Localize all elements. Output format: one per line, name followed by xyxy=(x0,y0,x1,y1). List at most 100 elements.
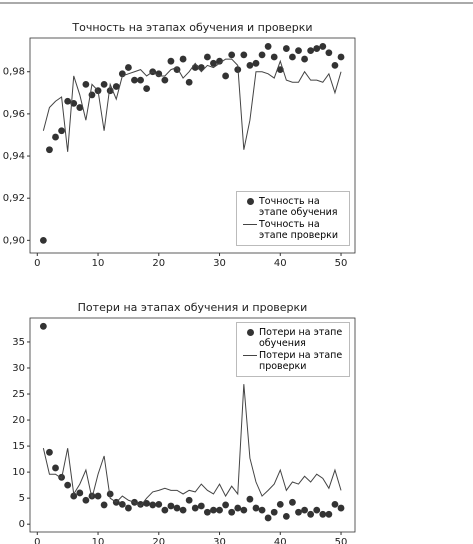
data-point xyxy=(252,504,260,512)
data-point xyxy=(106,490,114,498)
y-tick-label: 20 xyxy=(12,415,25,426)
legend-key xyxy=(241,350,259,361)
data-point xyxy=(185,496,193,504)
data-point xyxy=(100,80,108,88)
data-point xyxy=(307,510,315,518)
data-point xyxy=(276,501,284,508)
x-tick-label: 20 xyxy=(152,258,165,269)
legend-key xyxy=(241,219,259,230)
data-point xyxy=(289,498,296,506)
y-tick-label: 5 xyxy=(19,493,25,504)
plot-area xyxy=(29,317,356,533)
data-point xyxy=(319,43,327,50)
data-point xyxy=(125,64,132,71)
legend-swatch xyxy=(243,355,257,356)
data-point xyxy=(313,506,321,514)
y-tick-label: 10 xyxy=(12,467,25,478)
x-tick-label: 10 xyxy=(92,537,105,544)
data-point xyxy=(295,508,302,516)
data-point xyxy=(100,501,108,509)
data-point xyxy=(64,97,72,105)
data-point xyxy=(70,492,78,500)
legend: Потери на этапе обучения Потери на этапе … xyxy=(236,322,350,377)
data-point xyxy=(325,49,333,57)
data-point xyxy=(167,57,175,65)
legend-entry: Точность на этапе обучения xyxy=(241,196,345,218)
data-point xyxy=(191,504,199,512)
legend-label: Потери на этапе проверки xyxy=(259,350,343,372)
x-tick-label: 30 xyxy=(213,258,226,269)
plot-area xyxy=(29,37,356,254)
data-point xyxy=(179,55,187,63)
data-point xyxy=(155,501,163,508)
y-tick-label: 25 xyxy=(12,389,25,400)
y-tick-label: 15 xyxy=(12,441,25,452)
legend-label: Точность на этапе обучения xyxy=(259,196,338,218)
data-point xyxy=(307,47,315,55)
y-tick-label: 0 xyxy=(19,519,25,530)
legend-entry: Потери на этапе проверки xyxy=(241,350,345,372)
data-point xyxy=(161,76,169,84)
data-point xyxy=(64,481,72,489)
data-point xyxy=(143,499,151,507)
data-point xyxy=(167,502,175,510)
data-line xyxy=(42,58,342,152)
data-point xyxy=(82,496,90,504)
y-tick-label: 0,94 xyxy=(3,151,25,162)
data-point xyxy=(313,45,321,52)
data-point xyxy=(203,508,211,516)
x-tick-label: 30 xyxy=(213,537,226,544)
legend-swatch xyxy=(243,224,257,225)
data-point xyxy=(185,78,193,86)
legend-swatch xyxy=(246,329,254,336)
data-point xyxy=(222,501,230,509)
data-point xyxy=(264,43,272,50)
y-tick-label: 0,98 xyxy=(3,67,25,78)
data-point xyxy=(228,51,236,59)
legend-swatch xyxy=(246,198,254,205)
data-point xyxy=(52,464,59,472)
data-point xyxy=(197,502,205,510)
legend-entry: Точность на этапе проверки xyxy=(241,219,345,241)
data-point xyxy=(228,508,236,516)
data-point xyxy=(289,53,296,61)
y-tick-label: 30 xyxy=(12,363,25,374)
legend-key xyxy=(241,327,259,338)
data-point xyxy=(337,504,345,512)
data-point xyxy=(258,506,266,514)
data-point xyxy=(270,53,278,61)
x-tick-label: 40 xyxy=(274,537,287,544)
y-tick-label: 35 xyxy=(12,337,25,348)
data-point xyxy=(282,512,290,520)
x-tick-label: 20 xyxy=(152,537,165,544)
data-point xyxy=(76,104,84,111)
data-point xyxy=(246,495,254,503)
data-point xyxy=(118,501,126,508)
data-point xyxy=(319,510,327,518)
data-point xyxy=(46,448,53,456)
data-point xyxy=(246,62,254,69)
data-point xyxy=(325,510,333,518)
data-point xyxy=(137,501,144,508)
data-point xyxy=(301,55,308,63)
y-tick-label: 0,96 xyxy=(3,109,25,120)
data-point xyxy=(203,53,211,61)
data-point xyxy=(58,127,65,135)
legend-label: Точность на этапе проверки xyxy=(259,219,339,241)
data-point xyxy=(137,76,144,84)
data-point xyxy=(331,62,339,69)
data-point xyxy=(52,133,59,141)
data-point xyxy=(282,45,290,52)
data-point xyxy=(216,57,223,65)
data-point xyxy=(295,47,302,55)
x-tick-label: 50 xyxy=(335,537,348,544)
chart-title: Потери на этапах обучения и проверки xyxy=(78,301,308,314)
data-point xyxy=(240,506,248,514)
chart-title: Точность на этапах обучения и проверки xyxy=(71,21,312,34)
data-point xyxy=(112,83,120,90)
data-point xyxy=(125,504,132,512)
data-point xyxy=(210,59,217,67)
y-tick-label: 0,92 xyxy=(3,193,25,204)
